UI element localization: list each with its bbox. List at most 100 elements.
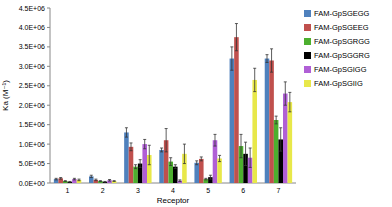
legend-swatch	[304, 24, 311, 31]
bar	[124, 132, 129, 183]
legend-label: FAM-GpSGIIG	[314, 79, 363, 88]
error-bar	[64, 180, 67, 182]
bar	[194, 163, 199, 183]
error-bar	[218, 155, 221, 161]
bar	[234, 37, 239, 183]
error-bar	[134, 165, 137, 169]
bar	[94, 180, 99, 183]
legend-label: FAM-GpSGEGG	[314, 9, 370, 18]
x-tick-label: 2	[101, 187, 105, 194]
y-tick-label: 4.0E+06	[19, 24, 45, 31]
bar	[269, 61, 274, 184]
error-bar	[148, 145, 151, 164]
error-bar	[266, 55, 269, 63]
y-axis-label: Ka (M⁻¹)	[1, 80, 10, 111]
error-bar	[160, 148, 163, 152]
y-tick-label: 5.0E+05	[19, 160, 45, 167]
legend-label: FAM-GpSGRGG	[314, 37, 370, 46]
y-tick-label: 2.5E+06	[19, 82, 45, 89]
bar	[133, 167, 138, 183]
error-bar	[288, 92, 291, 111]
y-tick-label: 3.5E+06	[19, 43, 45, 50]
y-tick-label: 1.0E+06	[19, 141, 45, 148]
legend-label: FAM-GpSGGRG	[314, 51, 370, 60]
bar	[204, 179, 209, 183]
y-axis	[50, 8, 51, 183]
error-bar	[195, 161, 198, 165]
error-bar	[113, 180, 116, 182]
bar	[142, 144, 147, 183]
bar	[288, 102, 293, 183]
error-bar	[244, 142, 247, 165]
bar	[173, 167, 178, 183]
legend-swatch	[304, 80, 311, 87]
bar	[58, 178, 63, 183]
bar	[68, 182, 73, 183]
error-bar	[108, 180, 111, 182]
error-bar	[279, 128, 282, 151]
error-bar	[169, 158, 172, 166]
error-bar	[77, 179, 80, 181]
error-bar	[165, 129, 168, 152]
legend-label: FAM-GpSGEEG	[314, 23, 369, 32]
bar	[265, 59, 270, 183]
bar	[213, 140, 218, 183]
x-tick-label: 4	[171, 187, 175, 194]
bar	[178, 181, 183, 183]
bar	[230, 59, 235, 183]
error-bar	[59, 178, 62, 180]
error-bar	[209, 175, 212, 179]
bar	[274, 120, 279, 183]
x-tick-label: 7	[276, 187, 280, 194]
error-bar	[270, 49, 273, 72]
error-bar	[275, 116, 278, 124]
legend-swatch	[304, 10, 311, 17]
y-tick-label: 2.0E+06	[19, 102, 45, 109]
error-bar	[183, 144, 186, 163]
error-bar	[130, 143, 133, 151]
bar	[283, 94, 288, 183]
legend-swatch	[304, 66, 311, 73]
error-bar	[240, 134, 243, 157]
error-bar	[284, 82, 287, 105]
error-bar	[55, 178, 58, 180]
bar	[217, 159, 222, 184]
bar	[129, 147, 134, 183]
error-bar	[178, 180, 181, 182]
legend-swatch	[304, 38, 311, 45]
legend-swatch	[304, 52, 311, 59]
error-bar	[143, 139, 146, 148]
error-bar	[204, 178, 207, 180]
error-bar	[200, 157, 203, 161]
bar	[252, 80, 257, 183]
error-bar	[230, 47, 233, 70]
legend-label: FAM-GpSGIGG	[314, 65, 367, 74]
bar	[54, 179, 59, 183]
chart: 0.0E+00 5.0E+05 1.0E+06 1.5E+06 2.0E+06 2.5E+…	[0, 0, 392, 207]
error-bar	[213, 134, 216, 146]
error-bar	[249, 148, 252, 167]
bar	[77, 180, 82, 183]
error-bar	[68, 181, 71, 183]
error-bar	[90, 175, 93, 177]
error-bar	[73, 178, 76, 180]
error-bar	[125, 128, 128, 137]
bar	[199, 159, 204, 183]
x-tick-label: 3	[136, 187, 140, 194]
bar	[107, 180, 112, 183]
bar	[72, 179, 77, 183]
bar	[98, 181, 103, 183]
error-bar	[235, 24, 238, 51]
bar	[63, 181, 68, 183]
error-bar	[94, 179, 97, 181]
y-tick-label: 0.0E+00	[19, 180, 45, 187]
y-tick-label: 3.0E+06	[19, 63, 45, 70]
error-bar	[103, 181, 106, 183]
bar	[112, 181, 117, 183]
x-tick-label: 6	[241, 187, 245, 194]
bars	[54, 24, 292, 183]
x-tick-label: 1	[66, 187, 70, 194]
y-tick-label: 1.5E+06	[19, 121, 45, 128]
y-tick-label: 4.5E+06	[19, 5, 45, 12]
bar	[159, 150, 164, 183]
